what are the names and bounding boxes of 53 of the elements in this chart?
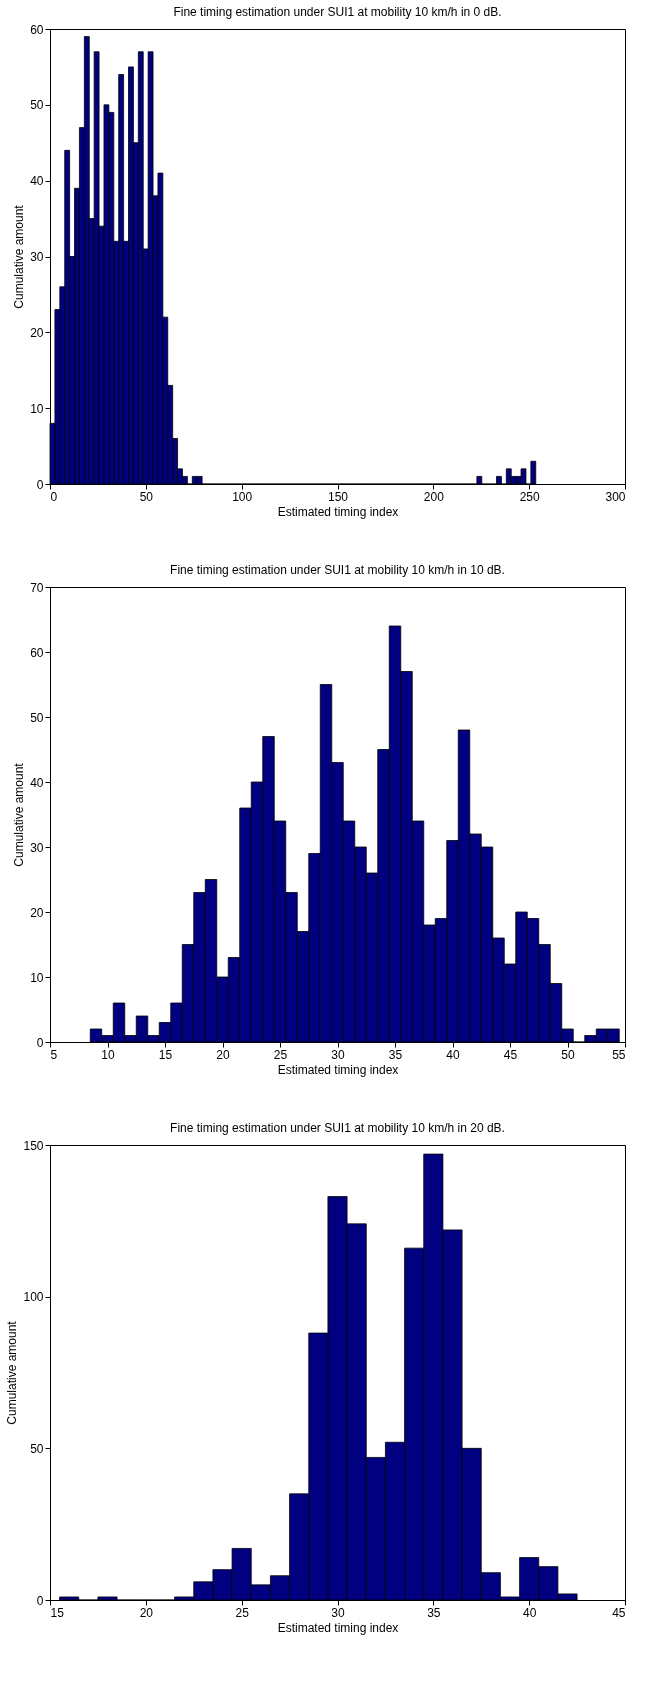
x-tick-label: 30 (331, 1047, 345, 1062)
x-tick-label: 55 (612, 1047, 626, 1062)
y-axis-title: Cumulative amount (5, 1320, 20, 1425)
x-tick-label: 15 (50, 1605, 65, 1620)
x-tick-label: 0 (50, 489, 58, 504)
x-tick-label: 250 (519, 489, 540, 504)
y-tick-label: 40 (30, 775, 44, 790)
x-tick-label: 200 (423, 489, 445, 504)
x-tick-label: 300 (605, 489, 626, 504)
y-tick-label: 30 (30, 250, 44, 264)
x-tick-label: 20 (216, 1047, 230, 1062)
y-tick-label: 0 (36, 1593, 44, 1608)
y-tick-label: 0 (36, 477, 44, 492)
y-tick-label: 100 (23, 1290, 44, 1305)
y-tick-label: 50 (30, 98, 44, 113)
x-tick-label: 25 (235, 1605, 250, 1620)
y-axis-title: Cumulative amount (12, 762, 27, 867)
y-tick-label: 50 (30, 710, 44, 725)
x-tick-label: 20 (139, 1605, 154, 1620)
x-axis-title: Estimated timing index (277, 1620, 399, 1635)
y-tick-label: 50 (30, 1441, 44, 1456)
y-tick-label: 60 (30, 645, 44, 660)
chart-title: Fine timing estimation under SUI1 at mobility 10 km/h in 10 dB. (170, 563, 505, 577)
x-tick-label: 45 (612, 1605, 626, 1620)
x-axis-title: Estimated timing index (277, 1062, 399, 1077)
y-tick-label: 20 (30, 905, 44, 920)
x-tick-label: 100 (232, 489, 253, 504)
chart-title: Fine timing estimation under SUI1 at mobility 10 km/h in 20 dB. (170, 1121, 505, 1135)
x-tick-label: 25 (273, 1047, 288, 1062)
y-tick-label: 30 (30, 840, 44, 855)
x-tick-label: 5 (50, 1047, 58, 1062)
x-tick-label: 15 (158, 1047, 173, 1062)
y-tick-label: 40 (30, 174, 44, 189)
y-tick-label: 60 (30, 22, 44, 37)
x-axis-title: Estimated timing index (277, 504, 399, 519)
x-tick-label: 35 (388, 1047, 403, 1062)
chart-title: Fine timing estimation under SUI1 at mobility 10 km/h in 0 dB. (173, 5, 502, 19)
x-tick-label: 50 (139, 489, 154, 504)
x-tick-label: 40 (522, 1605, 537, 1620)
y-tick-label: 70 (30, 580, 44, 595)
y-tick-label: 150 (23, 1138, 44, 1153)
y-axis-title: Cumulative amount (12, 204, 27, 309)
y-tick-label: 20 (30, 325, 44, 340)
x-tick-label: 30 (331, 1605, 345, 1620)
x-tick-label: 10 (101, 1047, 115, 1062)
x-tick-label: 45 (503, 1047, 518, 1062)
y-tick-label: 10 (30, 970, 44, 985)
x-tick-label: 35 (427, 1605, 441, 1620)
x-tick-label: 40 (446, 1047, 460, 1062)
x-tick-label: 50 (561, 1047, 575, 1062)
y-tick-label: 0 (36, 1035, 44, 1050)
y-tick-label: 10 (30, 401, 44, 416)
x-tick-label: 150 (327, 489, 349, 504)
